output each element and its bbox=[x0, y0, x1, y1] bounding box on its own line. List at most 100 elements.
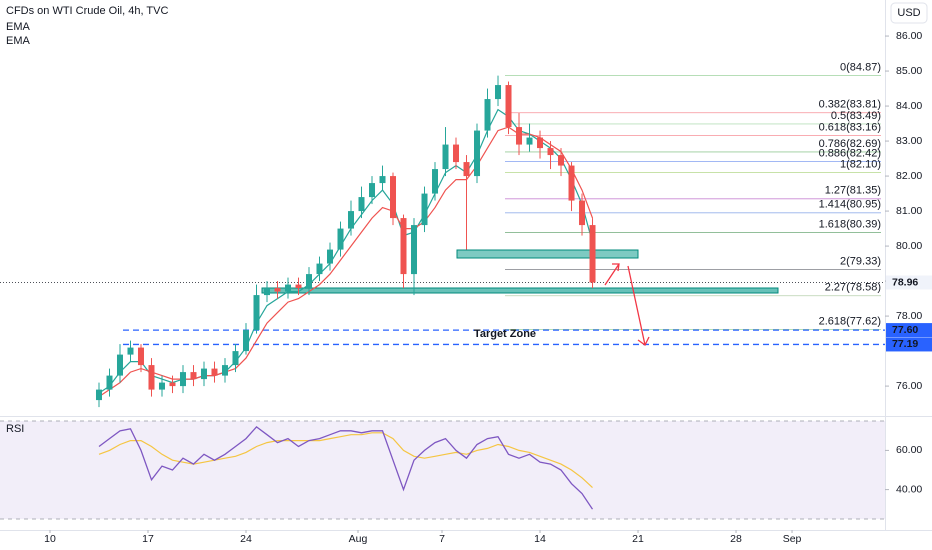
fib-label: 0(84.87) bbox=[840, 62, 881, 74]
candle-body bbox=[579, 200, 586, 226]
candle-body bbox=[463, 162, 470, 177]
fib-label: 1.414(80.95) bbox=[819, 199, 881, 211]
fib-label: 0.886(82.42) bbox=[819, 147, 881, 159]
candle-body bbox=[589, 225, 596, 283]
arrow bbox=[627, 265, 650, 346]
candle-body bbox=[537, 137, 544, 149]
arrows bbox=[604, 263, 650, 346]
y-tick-label: 40.00 bbox=[896, 483, 922, 495]
candle-body bbox=[474, 130, 481, 177]
x-tick-label: 7 bbox=[439, 533, 445, 545]
y-tick-label: 60.00 bbox=[896, 444, 922, 456]
x-tick-label: 14 bbox=[534, 533, 546, 545]
drawings-under bbox=[261, 249, 779, 294]
candle-body bbox=[190, 372, 197, 380]
x-tick-label: 21 bbox=[632, 533, 644, 545]
price-label-box bbox=[886, 275, 932, 290]
fib-label: 2.27(78.58) bbox=[825, 282, 881, 294]
candle-body bbox=[547, 148, 554, 156]
candle-body bbox=[379, 176, 386, 184]
fib-label: 1.618(80.39) bbox=[819, 218, 881, 230]
candle-body bbox=[221, 365, 228, 376]
candle-body bbox=[169, 382, 176, 387]
candle-body bbox=[390, 176, 397, 219]
y-tick-label: 85.00 bbox=[896, 65, 922, 77]
rsi-band bbox=[0, 421, 885, 519]
legend-entry[interactable]: EMA bbox=[6, 21, 31, 33]
x-tick-label: Sep bbox=[783, 533, 802, 545]
rsi-line bbox=[98, 426, 594, 510]
candle-body bbox=[106, 375, 113, 390]
candle-body bbox=[442, 144, 449, 170]
zone bbox=[261, 287, 779, 294]
fib-label: 0.5(83.49) bbox=[831, 110, 881, 122]
candle-body bbox=[421, 193, 428, 226]
candle-body bbox=[274, 288, 281, 292]
candle-body bbox=[127, 347, 134, 355]
arrow bbox=[604, 263, 620, 286]
currency-button[interactable] bbox=[890, 2, 928, 24]
candle-body bbox=[327, 249, 334, 264]
axes: 76.0078.0079.0080.0081.0082.0083.0084.00… bbox=[44, 30, 932, 545]
candle-body bbox=[116, 354, 123, 376]
y-tick-label: 84.00 bbox=[896, 100, 922, 112]
y-tick-label: 81.00 bbox=[896, 205, 922, 217]
candle-body bbox=[558, 155, 565, 166]
candle-body bbox=[137, 347, 144, 366]
candle-body bbox=[348, 211, 355, 229]
candle-body bbox=[432, 169, 439, 194]
chart-title: CFDs on WTI Crude Oil, 4h, TVC bbox=[6, 5, 168, 17]
candle-body bbox=[568, 165, 575, 201]
candle-body bbox=[95, 389, 102, 401]
candle-body bbox=[200, 368, 207, 380]
x-tick-label: 10 bbox=[44, 533, 56, 545]
y-tick-label: 80.00 bbox=[896, 240, 922, 252]
legend-entry[interactable]: EMA bbox=[6, 35, 31, 47]
candle-body bbox=[158, 382, 165, 390]
candle-body bbox=[148, 365, 155, 390]
currency-label[interactable]: USD bbox=[897, 7, 920, 19]
fib-label: 0.786(82.69) bbox=[819, 138, 881, 150]
zone bbox=[456, 249, 639, 259]
price-label-box bbox=[886, 337, 932, 352]
x-tick-label: 17 bbox=[142, 533, 154, 545]
x-tick-label: 24 bbox=[240, 533, 252, 545]
fib-label: 2(79.33) bbox=[840, 255, 881, 267]
candle-body bbox=[516, 127, 523, 145]
candle-body bbox=[484, 99, 491, 131]
rsi-ma-line bbox=[98, 432, 593, 489]
price-label: 77.19 bbox=[892, 338, 918, 350]
candle-body bbox=[495, 85, 502, 100]
candle-body bbox=[411, 225, 418, 275]
candle-body bbox=[400, 218, 407, 275]
price-label-box bbox=[886, 323, 932, 338]
candle-body bbox=[358, 197, 365, 212]
price-label: 77.60 bbox=[892, 324, 918, 336]
candle-body bbox=[253, 295, 260, 331]
target-text: Target Zone bbox=[474, 328, 536, 340]
candle-body bbox=[295, 284, 302, 289]
candle-body bbox=[242, 330, 249, 352]
y-tick-label: 82.00 bbox=[896, 170, 922, 182]
fib-label: 1(82.10) bbox=[840, 158, 881, 170]
rsi-label[interactable]: RSI bbox=[6, 423, 24, 435]
x-tick-label: Aug bbox=[349, 533, 368, 545]
candle-body bbox=[263, 288, 270, 296]
price-label: 78.96 bbox=[892, 276, 918, 288]
candle-body bbox=[211, 368, 218, 376]
y-tick-label: 86.00 bbox=[896, 30, 922, 42]
candle-body bbox=[337, 228, 344, 250]
candle-body bbox=[316, 263, 323, 275]
y-tick-label: 76.00 bbox=[896, 380, 922, 392]
candle-body bbox=[453, 144, 460, 163]
fib-label: 1.27(81.35) bbox=[825, 185, 881, 197]
x-tick-label: 28 bbox=[730, 533, 742, 545]
fib-label: 0.618(83.16) bbox=[819, 121, 881, 133]
candle-body bbox=[232, 351, 239, 366]
candle-body bbox=[369, 183, 376, 198]
plot: 0(84.87) 0.382(83.81)0.5(83.49)0.618(83.1… bbox=[0, 62, 885, 520]
candle-body bbox=[306, 274, 313, 289]
fib-label: 0.382(83.81) bbox=[819, 99, 881, 111]
